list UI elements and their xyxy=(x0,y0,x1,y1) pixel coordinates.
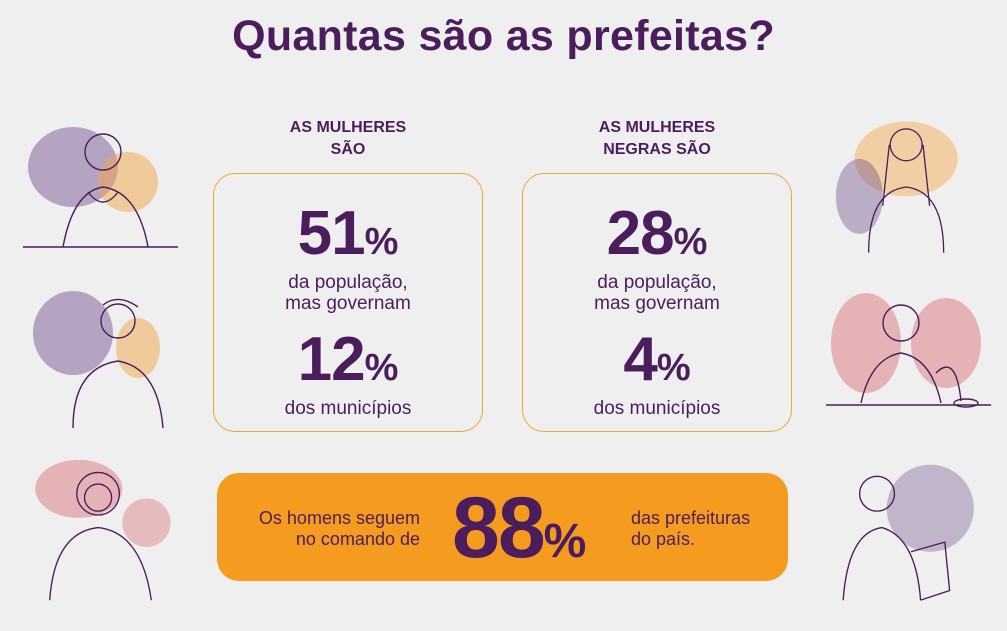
woman-illustration-4 xyxy=(835,121,958,253)
men-banner: Os homens seguem no comando de 88% das pr… xyxy=(217,473,788,581)
govern-text: dos municípios xyxy=(593,398,721,419)
banner-stat: 88% xyxy=(452,480,587,576)
page-title: Quantas são as prefeitas? xyxy=(232,12,775,60)
card-header-black-women: AS MULHERES NEGRAS SÃO xyxy=(598,119,716,158)
banner-left-text: Os homens seguem no comando de xyxy=(258,508,420,549)
woman-illustration-1 xyxy=(23,127,178,248)
card-header-women: AS MULHERES SÃO xyxy=(289,119,407,158)
woman-illustration-5 xyxy=(826,293,991,408)
woman-illustration-2 xyxy=(33,291,164,429)
card-black-women: 28% da população, mas governam 4% dos mun… xyxy=(522,173,792,432)
population-stat: 28% xyxy=(606,199,708,268)
population-text: da população, mas governam xyxy=(285,272,411,314)
card-women: 51% da população, mas governam 12% dos mu… xyxy=(213,173,483,432)
govern-stat: 12% xyxy=(297,325,399,394)
population-text: da população, mas governam xyxy=(594,272,720,314)
govern-stat: 4% xyxy=(623,325,691,394)
govern-text: dos municípios xyxy=(284,398,412,419)
population-stat: 51% xyxy=(297,199,399,268)
banner-right-text: das prefeituras do país. xyxy=(631,508,751,549)
woman-illustration-3 xyxy=(35,459,171,601)
woman-illustration-6 xyxy=(842,464,974,601)
